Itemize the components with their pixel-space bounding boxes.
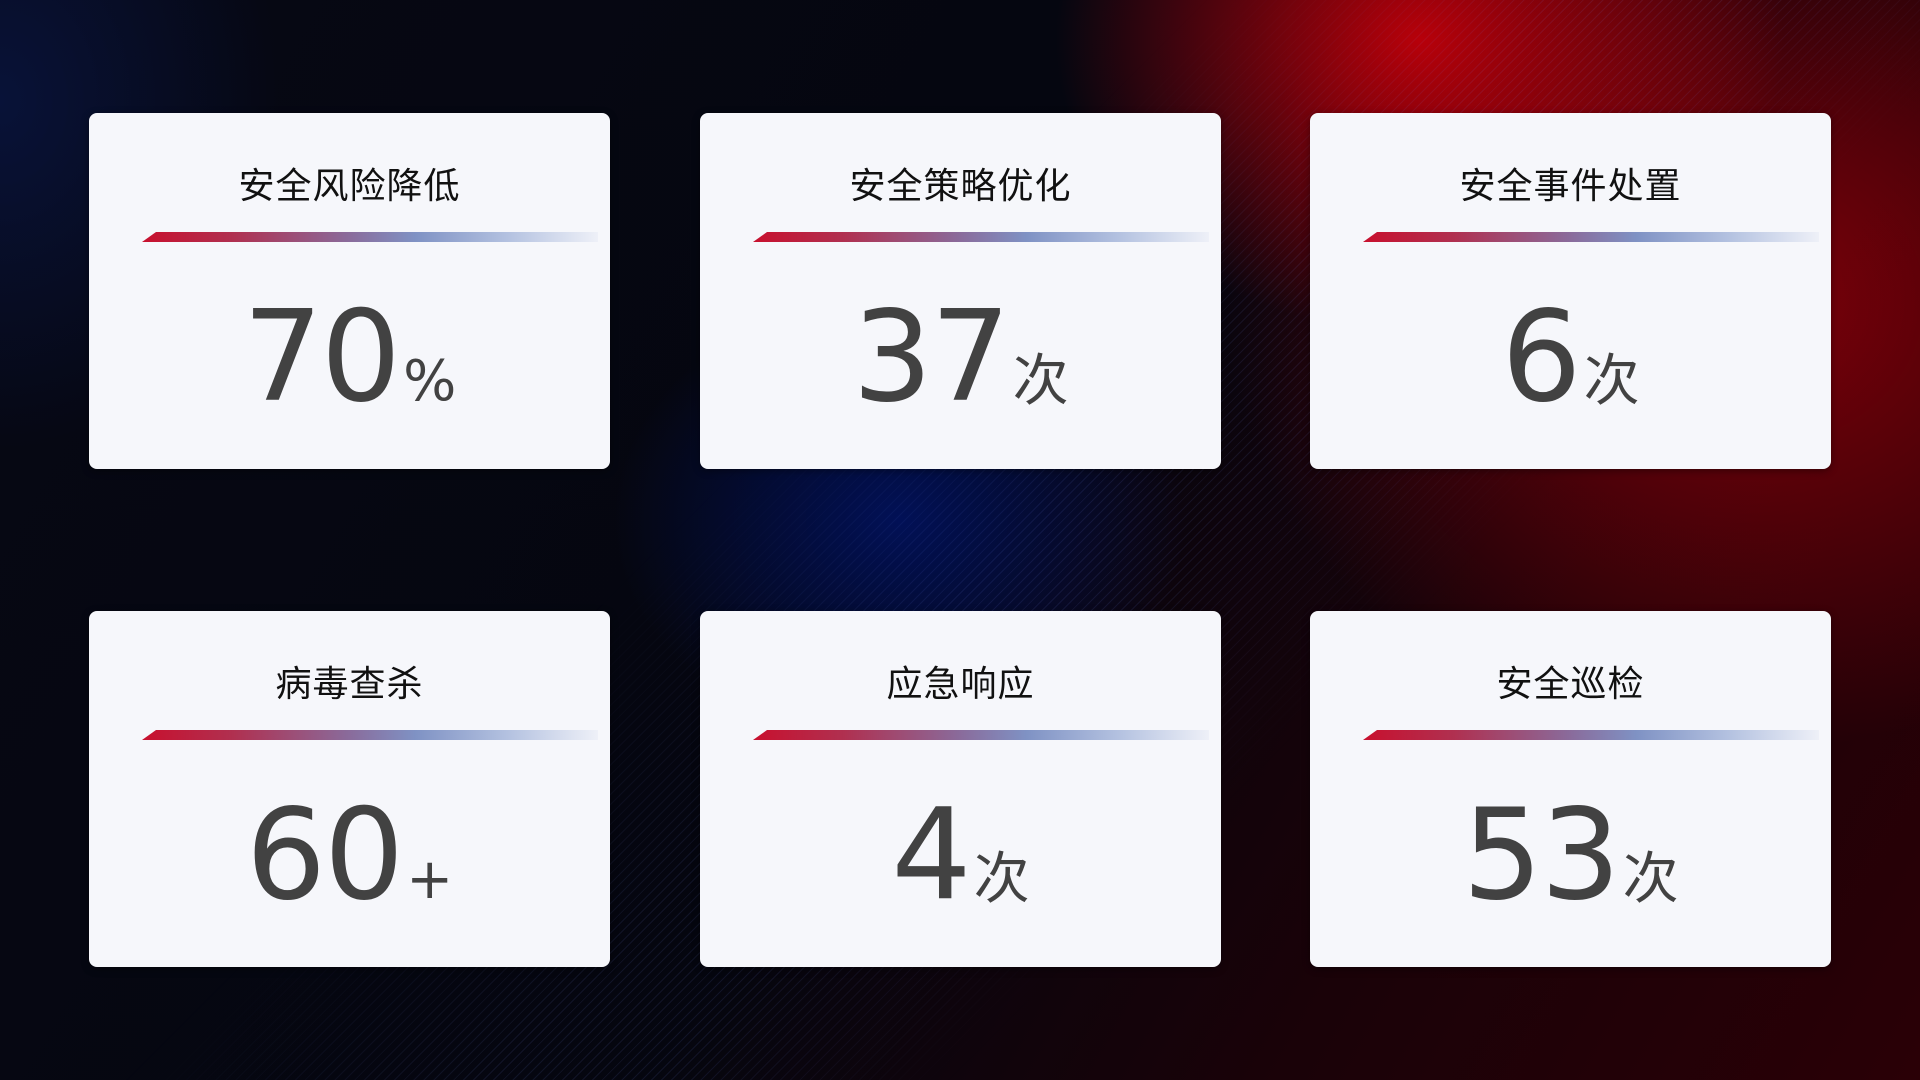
value-number: 4 bbox=[891, 781, 971, 928]
value-number: 60 bbox=[245, 781, 404, 928]
value-unit: 次 bbox=[1012, 349, 1069, 414]
stat-card-policy-optimization: 安全策略优化 37次 bbox=[700, 113, 1221, 469]
card-title: 安全巡检 bbox=[1496, 664, 1645, 705]
stat-card-incident-handling: 安全事件处置 6次 bbox=[1310, 113, 1831, 469]
card-title: 病毒查杀 bbox=[275, 664, 424, 705]
card-value: 6次 bbox=[1310, 283, 1831, 430]
card-title: 安全事件处置 bbox=[1459, 166, 1682, 207]
gradient-divider bbox=[142, 730, 598, 740]
stat-card-emergency-response: 应急响应 4次 bbox=[700, 611, 1221, 967]
gradient-divider bbox=[753, 232, 1209, 242]
stat-card-virus-removal: 病毒查杀 60+ bbox=[89, 611, 610, 967]
value-number: 6 bbox=[1501, 283, 1581, 430]
card-value: 37次 bbox=[700, 283, 1221, 430]
value-unit: 次 bbox=[1622, 847, 1679, 912]
gradient-divider bbox=[1363, 730, 1819, 740]
gradient-divider bbox=[1363, 232, 1819, 242]
value-number: 53 bbox=[1462, 781, 1620, 928]
gradient-divider bbox=[142, 232, 598, 242]
card-title: 安全风险降低 bbox=[238, 166, 461, 207]
card-value: 60+ bbox=[89, 781, 610, 928]
value-unit: 次 bbox=[973, 847, 1030, 912]
value-number: 37 bbox=[852, 283, 1010, 430]
card-value: 70% bbox=[89, 283, 610, 430]
stat-card-risk-reduction: 安全风险降低 70% bbox=[89, 113, 610, 469]
gradient-divider bbox=[753, 730, 1209, 740]
value-unit: % bbox=[403, 349, 457, 414]
value-number: 70 bbox=[242, 283, 401, 430]
card-title: 安全策略优化 bbox=[849, 166, 1072, 207]
stat-card-security-inspection: 安全巡检 53次 bbox=[1310, 611, 1831, 967]
value-unit: + bbox=[406, 847, 454, 912]
card-value: 4次 bbox=[700, 781, 1221, 928]
value-unit: 次 bbox=[1583, 349, 1640, 414]
card-title: 应急响应 bbox=[886, 664, 1035, 705]
card-value: 53次 bbox=[1310, 781, 1831, 928]
